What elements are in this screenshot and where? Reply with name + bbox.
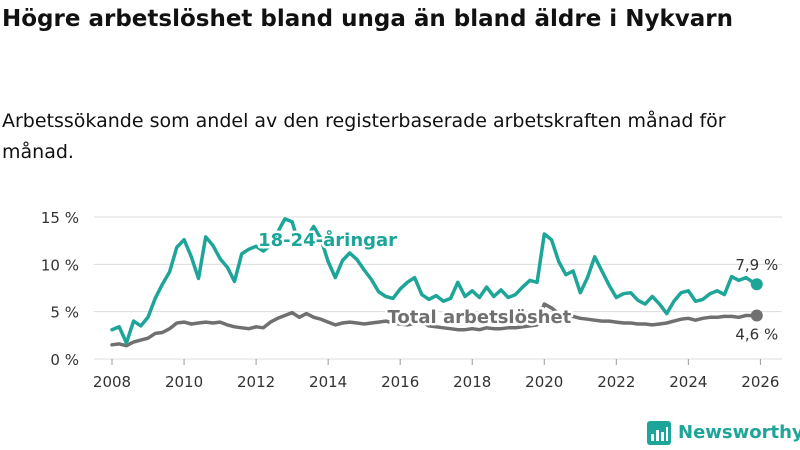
- newsworthy-logo-icon: [647, 421, 671, 445]
- x-tick-label: 2020: [525, 373, 563, 391]
- x-tick-label: 2008: [93, 373, 131, 391]
- x-tick-label: 2018: [453, 373, 491, 391]
- x-tick-label: 2026: [741, 373, 779, 391]
- newsworthy-logo: Newsworthy: [646, 420, 800, 446]
- x-tick-label: 2024: [669, 373, 707, 391]
- total-end-value: 4,6 %: [735, 325, 778, 343]
- x-tick-label: 2016: [381, 373, 419, 391]
- total-series-end-point: [750, 309, 763, 322]
- youth-end-value: 7,9 %: [735, 256, 778, 274]
- total-series-line: [110, 302, 759, 348]
- youth-series-line: [110, 217, 759, 345]
- y-tick-label: 5 %: [50, 304, 79, 322]
- x-tick-label: 2012: [237, 373, 275, 391]
- y-tick-label: 10 %: [41, 256, 79, 274]
- brand-name: Newsworthy: [678, 422, 800, 443]
- youth-series-label: 18-24-åringar: [258, 229, 397, 251]
- y-tick-label: 15 %: [41, 209, 79, 227]
- x-tick-label: 2010: [165, 373, 203, 391]
- chart-title: Högre arbetslöshet bland unga än bland ä…: [2, 6, 733, 32]
- x-axis-ticks: 2008 2010 2012 2014 2016 2018 2020 2022 2024 2026: [93, 359, 779, 391]
- y-axis-ticks: 0 % 5 % 10 % 15 %: [41, 209, 79, 369]
- gridlines: [94, 216, 782, 360]
- total-series-label: Total arbetslöshet: [388, 307, 572, 328]
- youth-series-end-point: [750, 278, 763, 291]
- x-tick-label: 2014: [309, 373, 347, 391]
- series-lines: [110, 217, 763, 348]
- chart-subtitle: Arbetssökande som andel av den registerb…: [2, 110, 726, 163]
- x-tick-label: 2022: [597, 373, 635, 391]
- y-tick-label: 0 %: [50, 351, 79, 369]
- total-series-label-halo: Total arbetslöshet: [388, 307, 572, 328]
- youth-series-label-halo: 18-24-åringar: [258, 229, 397, 251]
